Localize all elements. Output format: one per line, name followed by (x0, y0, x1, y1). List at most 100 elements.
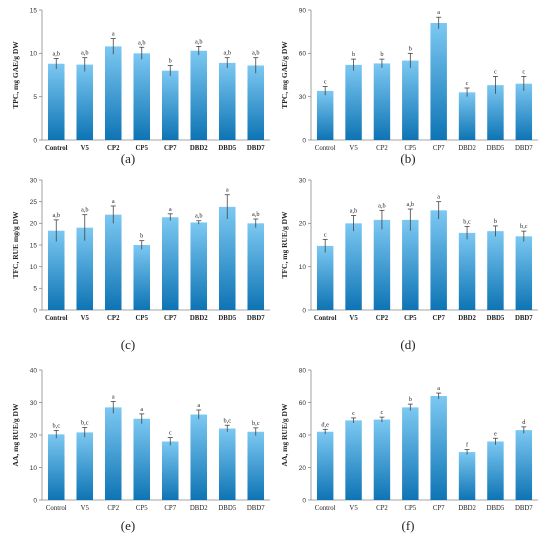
x-tick-label: DBD7 (247, 505, 265, 512)
bar-dbd2 (458, 452, 476, 500)
bar-dbd2 (190, 50, 208, 140)
significance-label: a,b (195, 213, 203, 220)
bar-cp7 (161, 441, 179, 500)
bar-cp5 (402, 407, 419, 500)
x-tick-label: Control (45, 145, 68, 152)
bar-v5 (345, 64, 362, 140)
x-tick-label: Control (315, 145, 336, 152)
bar-cp7 (430, 396, 447, 500)
y-tick-label: 60 (299, 400, 307, 407)
significance-label: f (466, 442, 469, 449)
significance-label: c (494, 68, 497, 75)
chart-panel-5: 0 10 20 30 40 AA, mg RUE/g DW b,c Control b,c V5 a… (11, 367, 270, 533)
x-tick-label: CP5 (404, 145, 416, 152)
y-tick-label: 20 (299, 465, 307, 472)
panel-label: (c) (121, 337, 135, 352)
y-tick-label: 40 (299, 432, 307, 439)
x-tick-label: V5 (81, 505, 90, 512)
bar-cp5 (133, 245, 151, 310)
y-tick-label: 5 (33, 94, 37, 101)
x-tick-label: CP7 (433, 505, 445, 512)
x-tick-label: CP2 (107, 505, 119, 512)
x-tick-label: DBD2 (458, 315, 476, 322)
y-tick-label: 0 (33, 307, 37, 314)
x-tick-label: V5 (81, 145, 90, 152)
x-tick-label: CP7 (164, 505, 176, 512)
significance-label: a (169, 206, 172, 213)
chart-panel-2: 0 30 60 90 TPC, mg GAE/g DW c Control b V5 b CP2 b C… (280, 7, 538, 166)
y-tick-label: 10 (30, 264, 38, 271)
significance-label: b (494, 218, 497, 225)
bar-cp5 (133, 418, 151, 500)
bar-v5 (76, 64, 94, 140)
x-tick-label: DBD2 (458, 505, 476, 512)
x-tick-label: DBD2 (190, 315, 208, 322)
x-tick-label: Control (314, 315, 337, 322)
bar-cp7 (161, 70, 179, 140)
bar-control (316, 90, 334, 140)
significance-label: a (437, 194, 440, 201)
significance-label: a,b (138, 39, 146, 46)
y-axis-title: TPC, mg GAE/g DW (280, 41, 289, 109)
y-axis-title: AA, mg RUE/g DW (280, 403, 289, 466)
panel-label: (f) (402, 518, 415, 533)
bar-v5 (345, 223, 362, 310)
y-tick-label: 5 (33, 286, 37, 293)
bar-dbd5 (487, 441, 504, 500)
x-tick-label: CP5 (136, 145, 149, 152)
x-tick-label: DBD7 (247, 315, 265, 322)
x-tick-label: CP7 (432, 315, 445, 322)
significance-label: a,b (81, 207, 89, 214)
significance-label: a,b (407, 201, 415, 208)
chart-panel-4: 0 10 20 30 TFC, mg RUE/g DW c Control a,b V5 a,b C… (280, 177, 538, 352)
panel-label: (a) (121, 151, 135, 166)
x-tick-label: Control (46, 505, 67, 512)
x-tick-label: DBD2 (458, 145, 476, 152)
y-tick-label: 15 (30, 7, 38, 14)
chart-panel-3: 0 5 10 15 20 25 30 TFC, RUE mg/g DW a,b Control a,… (11, 177, 270, 352)
bar-cp2 (104, 214, 122, 310)
significance-label: a,b (252, 211, 260, 218)
bar-cp7 (161, 217, 179, 310)
significance-label: c (324, 231, 327, 238)
bar-control (47, 434, 65, 500)
bar-cp5 (402, 219, 419, 310)
x-tick-label: DBD5 (487, 315, 505, 322)
x-tick-label: CP5 (404, 505, 416, 512)
panel-label: (b) (400, 151, 415, 166)
y-axis-title: TPC, mg GAE/g DW (11, 41, 20, 109)
bar-cp2 (373, 419, 391, 500)
panel-label: (d) (400, 337, 415, 352)
significance-label: c (466, 80, 469, 87)
significance-label: a,b (378, 202, 386, 209)
x-tick-label: Control (315, 505, 336, 512)
y-tick-label: 30 (299, 94, 307, 101)
x-tick-label: CP5 (136, 505, 148, 512)
bar-cp7 (430, 23, 447, 140)
y-tick-label: 0 (33, 497, 37, 504)
bar-control (316, 245, 334, 310)
significance-label: c (352, 410, 355, 417)
significance-label: a,b (223, 50, 231, 57)
significance-label: a (112, 31, 115, 38)
significance-label: a (140, 406, 143, 413)
significance-label: a,b (52, 51, 60, 58)
x-tick-label: DBD5 (487, 505, 505, 512)
bar-cp5 (133, 53, 151, 141)
significance-label: a (112, 198, 115, 205)
y-tick-label: 30 (299, 177, 307, 184)
significance-label: a (437, 385, 440, 392)
significance-label: b (409, 396, 412, 403)
y-axis-title: AA, mg RUE/g DW (11, 403, 20, 466)
y-tick-label: 40 (30, 367, 38, 374)
significance-label: c (381, 409, 384, 416)
x-tick-label: DBD2 (190, 505, 208, 512)
significance-label: b,c (81, 420, 89, 427)
x-tick-label: DBD7 (515, 315, 533, 322)
y-tick-label: 15 (30, 242, 38, 249)
y-tick-label: 20 (299, 221, 307, 228)
significance-label: b (352, 51, 355, 58)
bar-dbd5 (218, 62, 236, 140)
y-tick-label: 0 (302, 497, 306, 504)
x-tick-label: V5 (81, 315, 90, 322)
